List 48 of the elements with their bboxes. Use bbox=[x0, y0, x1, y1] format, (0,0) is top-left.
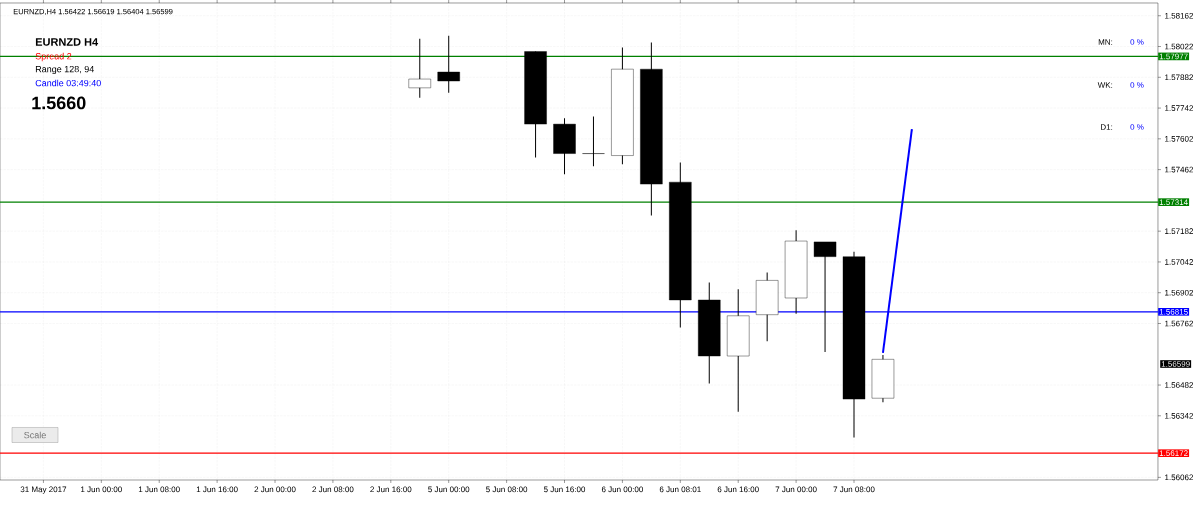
candlestick bbox=[408, 38, 431, 99]
annotation: Scale bbox=[24, 431, 46, 439]
annotation: 0 % bbox=[1130, 39, 1144, 45]
y-tick-label: 1.58022 bbox=[1165, 43, 1194, 50]
x-tick-label: 5 Jun 16:00 bbox=[543, 486, 586, 493]
x-tick-label: 7 Jun 00:00 bbox=[775, 486, 817, 493]
ref-line-label: 1.56172 bbox=[1159, 450, 1188, 457]
candlestick bbox=[582, 115, 605, 167]
y-tick-label: 1.57742 bbox=[1165, 105, 1194, 111]
y-tick-label: 1.56482 bbox=[1165, 382, 1194, 388]
y-tick-label: 1.56762 bbox=[1165, 320, 1194, 327]
annotation: 0 % bbox=[1130, 82, 1144, 88]
annotation: 1.5660 bbox=[32, 96, 86, 110]
x-tick-label: 6 Jun 16:00 bbox=[717, 486, 759, 493]
y-tick-label: 1.57602 bbox=[1165, 136, 1194, 142]
ref-line-label: 1.57314 bbox=[1159, 199, 1188, 205]
ref-line-label: 1.57977 bbox=[1159, 53, 1188, 60]
x-tick-label: 2 Jun 08:00 bbox=[312, 486, 354, 493]
x-tick-label: 1 Jun 16:00 bbox=[196, 486, 238, 493]
y-tick-label: 1.56062 bbox=[1165, 474, 1194, 481]
x-tick-label: 5 Jun 08:00 bbox=[486, 486, 528, 493]
x-tick-label: 7 Jun 08:00 bbox=[833, 486, 875, 493]
candlestick bbox=[813, 241, 837, 353]
y-tick-label: 1.57882 bbox=[1165, 74, 1194, 81]
annotation: WK: bbox=[1097, 82, 1113, 88]
x-tick-label: 31 May 2017 bbox=[20, 486, 67, 494]
x-tick-label: 1 Jun 00:00 bbox=[81, 486, 122, 493]
text: 1.56599 bbox=[1161, 361, 1190, 367]
x-tick-label: 6 Jun 00:00 bbox=[601, 486, 643, 493]
annotation: Range 128, 94 bbox=[35, 65, 94, 75]
y-tick-label: 1.57182 bbox=[1165, 228, 1194, 234]
x-tick-label: 5 Jun 00:00 bbox=[428, 486, 470, 493]
annotation: MN: bbox=[1098, 39, 1113, 45]
annotation: 0 % bbox=[1130, 124, 1144, 130]
y-tick-label: 1.56342 bbox=[1165, 412, 1194, 419]
x-tick-label: 6 Jun 08:01 bbox=[659, 486, 701, 493]
annotation: D1: bbox=[1101, 124, 1113, 130]
ref-line-label: 1.56815 bbox=[1159, 309, 1188, 315]
y-tick-label: 1.57042 bbox=[1165, 259, 1194, 265]
x-tick-label: 2 Jun 16:00 bbox=[370, 486, 412, 493]
x-tick-label: 2 Jun 00:00 bbox=[254, 486, 296, 493]
annotation: EURNZD H4 bbox=[35, 38, 99, 46]
y-tick-label: 1.56902 bbox=[1165, 289, 1194, 296]
candlestick bbox=[437, 35, 460, 94]
y-tick-label: 1.58162 bbox=[1165, 12, 1194, 19]
x-tick-label: 1 Jun 08:00 bbox=[138, 486, 180, 493]
y-tick-label: 1.57462 bbox=[1165, 166, 1194, 173]
annotation: Candle 03:49:40 bbox=[35, 79, 101, 87]
